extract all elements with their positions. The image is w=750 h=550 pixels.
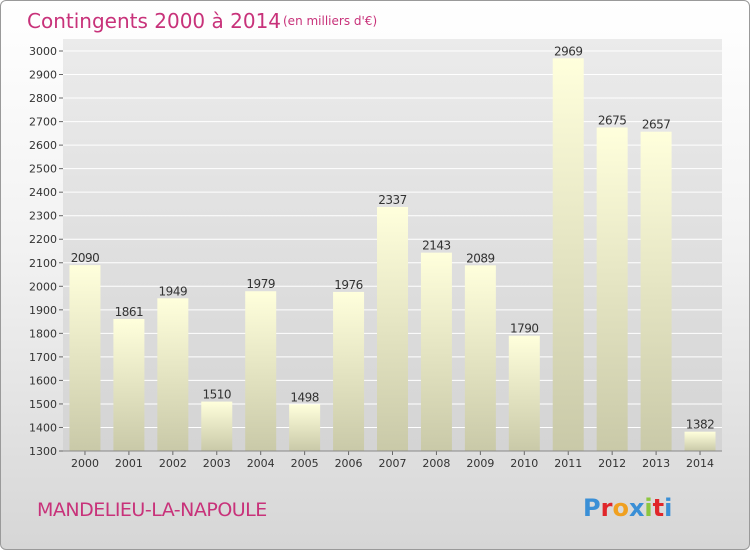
logo-text: Proxiti bbox=[583, 494, 672, 522]
data-label-2010: 1790 bbox=[510, 322, 539, 336]
bar-2010 bbox=[508, 335, 540, 451]
bar-2013 bbox=[640, 131, 672, 452]
bar-2011 bbox=[552, 58, 584, 451]
y-tick-label: 2100 bbox=[29, 257, 57, 270]
data-label-2014: 1382 bbox=[686, 418, 715, 432]
x-tick-label-2009: 2009 bbox=[466, 457, 494, 470]
bar-2002 bbox=[157, 298, 189, 451]
data-label-2002: 1949 bbox=[159, 284, 188, 298]
x-tick-label-2002: 2002 bbox=[159, 457, 187, 470]
data-label-2008: 2143 bbox=[422, 239, 451, 253]
data-label-2011: 2969 bbox=[554, 44, 583, 58]
bar-2007 bbox=[377, 207, 408, 451]
bar-2005 bbox=[289, 404, 321, 451]
bar-2014 bbox=[684, 431, 716, 451]
y-tick-label: 1300 bbox=[29, 445, 57, 458]
bar-2012 bbox=[596, 127, 628, 452]
y-tick-label: 2500 bbox=[29, 163, 57, 176]
x-tick-label-2008: 2008 bbox=[422, 457, 450, 470]
bars bbox=[69, 58, 716, 452]
data-label-2005: 1498 bbox=[290, 390, 319, 404]
data-label-2013: 2657 bbox=[642, 118, 671, 132]
x-tick-label-2003: 2003 bbox=[203, 457, 231, 470]
x-tick-label-2007: 2007 bbox=[379, 457, 407, 470]
y-tick-label: 2900 bbox=[29, 69, 57, 82]
data-labels: 2090 1861 1949 1510 1979 1498 1976 2337 2143 2089… bbox=[71, 44, 715, 431]
y-tick-label: 2400 bbox=[29, 186, 57, 199]
data-label-2004: 1979 bbox=[246, 277, 275, 291]
x-tick-label-2000: 2000 bbox=[71, 457, 99, 470]
y-tick-label: 2800 bbox=[29, 92, 57, 105]
x-tick-label-2013: 2013 bbox=[642, 457, 670, 470]
y-tick-label: 1900 bbox=[29, 304, 57, 317]
y-tick-label: 1700 bbox=[29, 351, 57, 364]
x-tick-label-2004: 2004 bbox=[247, 457, 275, 470]
y-tick-label: 1600 bbox=[29, 374, 57, 387]
y-tick-label: 3000 bbox=[29, 45, 57, 58]
data-label-2012: 2675 bbox=[598, 113, 627, 127]
y-tick-label: 2700 bbox=[29, 116, 57, 129]
data-label-2001: 1861 bbox=[115, 305, 144, 319]
data-label-2009: 2089 bbox=[466, 251, 495, 265]
y-tick-label: 2300 bbox=[29, 210, 57, 223]
x-tick-label-2014: 2014 bbox=[686, 457, 714, 470]
y-tick-label: 1500 bbox=[29, 398, 57, 411]
x-tick-label-2012: 2012 bbox=[598, 457, 626, 470]
data-label-2000: 2090 bbox=[71, 251, 100, 265]
data-label-2006: 1976 bbox=[334, 278, 363, 292]
y-tick-label: 2000 bbox=[29, 280, 57, 293]
bar-2000 bbox=[69, 265, 101, 451]
data-label-2007: 2337 bbox=[378, 193, 407, 207]
bar-2006 bbox=[333, 291, 365, 451]
y-tick-label: 2200 bbox=[29, 233, 57, 246]
y-axis-ticks: 1300 1400 1500 1600 1700 1800 1900 2000 2100 2200… bbox=[29, 45, 63, 458]
place-name: MANDELIEU-LA-NAPOULE bbox=[37, 499, 267, 521]
y-tick-label: 1800 bbox=[29, 327, 57, 340]
x-tick-label-2001: 2001 bbox=[115, 457, 143, 470]
chart-title: Contingents 2000 à 2014 bbox=[27, 9, 281, 33]
x-tick-label-2006: 2006 bbox=[335, 457, 363, 470]
bar-2009 bbox=[464, 265, 496, 451]
y-tick-label: 2600 bbox=[29, 139, 57, 152]
x-tick-label-2011: 2011 bbox=[554, 457, 582, 470]
data-label-2003: 1510 bbox=[202, 388, 231, 402]
x-tick-label-2005: 2005 bbox=[291, 457, 319, 470]
bar-2001 bbox=[113, 319, 145, 451]
y-tick-label: 1400 bbox=[29, 421, 57, 434]
proxiti-logo: Proxiti bbox=[583, 494, 672, 522]
bar-2008 bbox=[420, 252, 452, 451]
x-axis-ticks: 2000 2001 2002 2003 2004 2005 2006 2007 2008 2009… bbox=[71, 451, 714, 470]
bar-2003 bbox=[201, 401, 233, 451]
x-tick-label-2010: 2010 bbox=[510, 457, 538, 470]
chart-subtitle: (en milliers d'€) bbox=[283, 14, 377, 28]
bar-2004 bbox=[245, 291, 277, 451]
